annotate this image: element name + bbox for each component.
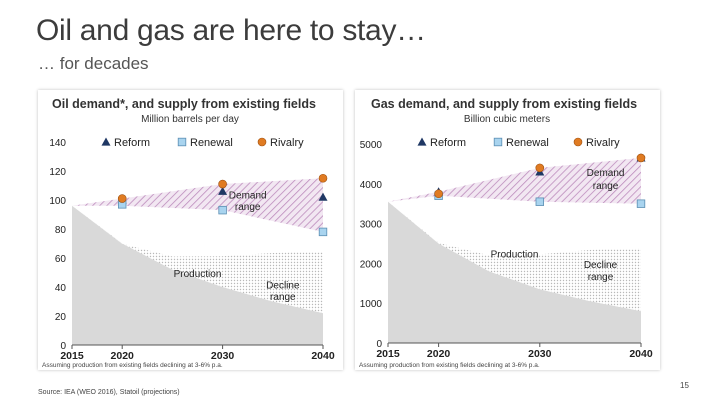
legend-marker-reform (417, 137, 427, 146)
y-tick-label: 3000 (360, 220, 383, 231)
y-tick-label: 140 (49, 138, 66, 149)
legend-marker-reform (101, 137, 111, 146)
legend-item-reform: Reform (114, 137, 150, 149)
decline-range-area (72, 205, 323, 314)
y-tick-label: 4000 (360, 180, 383, 191)
legend-item-reform: Reform (430, 137, 466, 149)
chart-title: Oil demand*, and supply from existing fi… (52, 97, 316, 111)
legend-item-renewal: Renewal (506, 137, 549, 149)
legend-item-rivalry: Rivalry (270, 137, 304, 149)
x-tick-label: 2015 (376, 348, 400, 360)
point-rivalry (535, 163, 545, 173)
legend-marker-renewal (493, 137, 503, 147)
legend-marker-rivalry (573, 137, 583, 147)
gas-chart-svg: Gas demand, and supply from existing fie… (359, 97, 653, 369)
point-rivalry (117, 194, 127, 203)
annotation-label: Demand (229, 191, 267, 202)
annotation-label: range (588, 272, 614, 283)
demand-range-area (72, 178, 323, 232)
point-renewal (636, 199, 646, 208)
point-rivalry (434, 189, 443, 199)
point-rivalry (636, 153, 646, 163)
gas-chart-panel: Gas demand, and supply from existing fie… (355, 90, 660, 370)
y-tick-label: 0 (60, 341, 66, 352)
chart-footnote: Assuming production from existing fields… (42, 362, 223, 369)
y-tick-label: 80 (55, 225, 67, 236)
x-tick-label: 2015 (60, 350, 84, 362)
x-tick-label: 2030 (211, 350, 235, 362)
point-renewal (535, 197, 544, 206)
y-tick-label: 1000 (360, 299, 383, 310)
legend-item-renewal: Renewal (190, 137, 233, 149)
slide-title: Oil and gas are here to stay… (36, 14, 426, 47)
chart-footnote: Assuming production from existing fields… (359, 362, 540, 369)
y-tick-label: 2000 (360, 259, 383, 270)
y-tick-label: 40 (55, 283, 67, 294)
annotation-label: Demand (587, 168, 625, 179)
chart-subtitle: Billion cubic meters (464, 114, 550, 125)
annotation-label: range (593, 181, 619, 192)
annotation-label: Decline (266, 280, 300, 291)
decline-range-area (388, 201, 641, 312)
demand-range-area (388, 157, 641, 204)
y-tick-label: 20 (55, 312, 67, 323)
oil-chart-svg: Oil demand*, and supply from existing fi… (42, 97, 335, 369)
y-tick-label: 120 (49, 167, 66, 178)
annotation-label: range (235, 202, 261, 213)
y-tick-label: 0 (376, 339, 382, 350)
point-renewal (218, 205, 227, 215)
point-renewal (318, 227, 328, 237)
production-area (72, 205, 323, 345)
legend-item-rivalry: Rivalry (586, 137, 620, 149)
point-rivalry (218, 179, 227, 189)
oil-chart-panel: Oil demand*, and supply from existing fi… (38, 90, 343, 370)
x-tick-label: 2020 (111, 350, 135, 362)
y-tick-label: 5000 (360, 140, 383, 151)
chart-subtitle: Million barrels per day (141, 114, 239, 125)
x-tick-label: 2040 (629, 348, 653, 360)
annotation-label: range (270, 292, 296, 303)
y-tick-label: 100 (49, 196, 66, 207)
point-rivalry (318, 173, 328, 183)
page-number: 15 (680, 381, 689, 390)
annotation-label: Production (174, 269, 222, 280)
x-tick-label: 2030 (528, 348, 552, 360)
y-tick-label: 60 (55, 254, 67, 265)
legend-marker-rivalry (257, 137, 267, 147)
x-tick-label: 2020 (427, 348, 451, 360)
annotation-label: Production (491, 249, 539, 260)
point-reform (218, 186, 228, 195)
point-reform (318, 192, 328, 201)
chart-title: Gas demand, and supply from existing fie… (371, 97, 637, 111)
legend-marker-renewal (177, 137, 187, 147)
x-tick-label: 2040 (311, 350, 335, 362)
annotation-label: Decline (584, 260, 618, 271)
production-area (388, 201, 641, 343)
source-note: Source: IEA (WEO 2016), Statoil (project… (38, 389, 180, 396)
slide-subtitle: … for decades (38, 54, 149, 73)
